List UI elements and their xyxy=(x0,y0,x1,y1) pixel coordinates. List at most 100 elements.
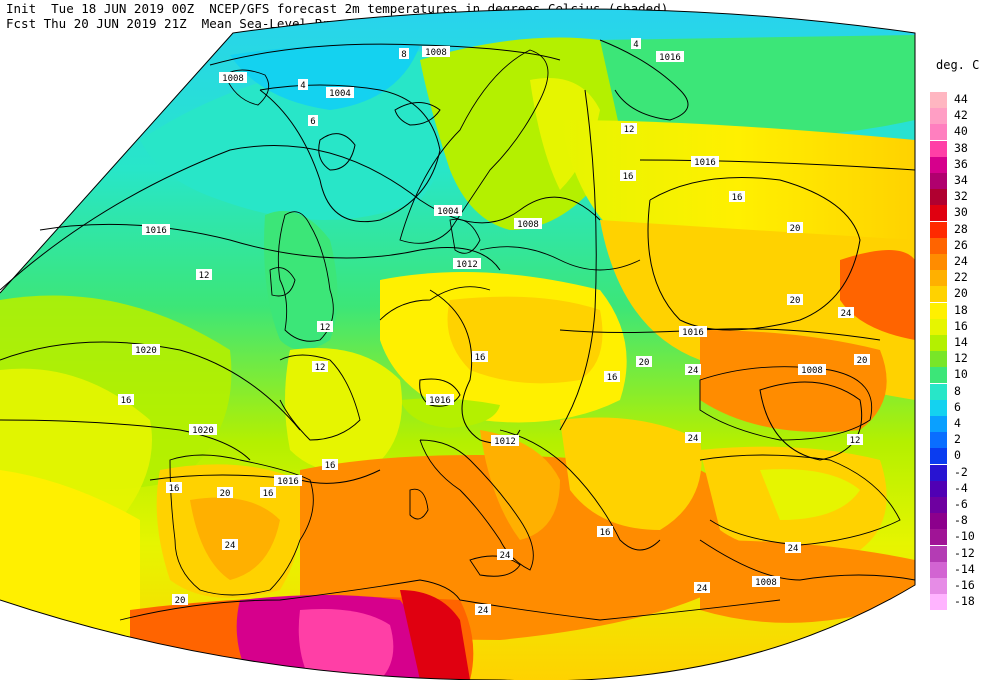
isobar-label-bg xyxy=(691,156,719,167)
isobar-label: 1012 xyxy=(456,260,478,270)
legend-swatch xyxy=(930,254,947,270)
legend-swatch xyxy=(930,286,947,303)
temperature-label: 12 xyxy=(199,271,210,281)
legend-swatch xyxy=(930,513,947,530)
isobar-label: 1016 xyxy=(145,226,167,236)
temperature-label-bg xyxy=(597,526,613,537)
isobar-label: 1008 xyxy=(425,48,447,58)
legend-label: -4 xyxy=(954,480,968,495)
legend-swatch xyxy=(930,140,947,157)
temperature-label: 16 xyxy=(263,489,274,499)
legend-swatch xyxy=(930,270,947,287)
isobar-label: 1016 xyxy=(659,53,681,63)
legend-label: -6 xyxy=(954,497,968,511)
temperature-label-bg xyxy=(621,123,637,134)
legend-swatch xyxy=(930,367,947,384)
legend-swatch xyxy=(930,108,947,125)
isobar-label-bg xyxy=(426,394,454,405)
temperature-label: 16 xyxy=(169,484,180,494)
temperature-label: 16 xyxy=(732,193,743,203)
legend-label: 34 xyxy=(954,173,968,187)
isobar-label: 1016 xyxy=(277,477,299,487)
temperature-label-bg xyxy=(604,371,620,382)
isobar-label: 1004 xyxy=(329,89,351,99)
legend-swatch xyxy=(930,448,947,465)
legend-label: 8 xyxy=(954,383,961,398)
isobar-label: 1008 xyxy=(517,220,539,230)
isobar-label-bg xyxy=(142,224,170,235)
isobar-label: 1008 xyxy=(755,578,777,588)
legend-swatch xyxy=(930,594,947,611)
legend-label: 4 xyxy=(954,416,961,430)
temperature-label-bg xyxy=(308,115,318,126)
coastlines xyxy=(119,49,901,621)
legend-label: -18 xyxy=(954,594,975,609)
legend-swatch xyxy=(930,416,947,432)
legend-swatch xyxy=(930,545,947,562)
domain-border xyxy=(0,8,916,680)
legend-swatch xyxy=(930,578,947,594)
temperature-label: 24 xyxy=(225,541,236,551)
temperature-label-bg xyxy=(475,604,491,615)
temperature-label: 16 xyxy=(600,528,611,538)
legend-swatch xyxy=(930,529,947,546)
temperature-label: 20 xyxy=(220,489,231,499)
temperature-label: 4 xyxy=(633,40,638,50)
temperature-label: 24 xyxy=(478,606,489,616)
temperature-label-bg xyxy=(787,222,803,233)
isobar-label-bg xyxy=(274,475,302,486)
temperature-label-bg xyxy=(847,434,863,445)
temperature-label: 8 xyxy=(401,50,406,60)
temperature-label: 24 xyxy=(788,544,799,554)
temperature-label-bg xyxy=(399,48,409,59)
legend-swatch xyxy=(930,351,947,368)
legend-swatch xyxy=(930,399,947,416)
temperature-label-bg xyxy=(217,487,233,498)
temperature-label-bg xyxy=(631,38,641,49)
temperature-labels: 8 4 4 6 12 16 16 12 12 16 12 16 20 24 16 20 24 16 12 20 16 16… xyxy=(118,38,870,616)
legend-label: -2 xyxy=(954,464,968,479)
legend-swatch xyxy=(930,189,947,206)
temperature-label: 24 xyxy=(688,366,699,376)
temperature-label: 12 xyxy=(850,436,861,446)
legend-label: 26 xyxy=(954,237,968,252)
legend-label: 14 xyxy=(954,335,968,349)
isobar-label: 1016 xyxy=(682,328,704,338)
isobar-label: 1012 xyxy=(494,437,516,447)
isobar-label-bg xyxy=(422,46,450,57)
legend-label: 6 xyxy=(954,399,961,414)
isobar-label-bg xyxy=(798,364,826,375)
legend-label: 44 xyxy=(954,92,968,106)
temperature-label-bg xyxy=(222,539,238,550)
isobar-label-bg xyxy=(219,72,247,83)
temperature-label-bg xyxy=(636,356,652,367)
temperature-label: 20 xyxy=(175,596,186,606)
legend-swatch xyxy=(930,205,947,222)
isobar-label-bg xyxy=(434,205,462,216)
legend-label: -16 xyxy=(954,578,975,592)
temperature-label: 24 xyxy=(688,434,699,444)
temperature-label: 24 xyxy=(841,309,852,319)
legend-label: 24 xyxy=(954,254,968,268)
legend-title: deg. C xyxy=(936,58,980,72)
temperature-label-bg xyxy=(854,354,870,365)
legend-swatch xyxy=(930,173,947,189)
temperature-label: 6 xyxy=(310,117,315,127)
legend-swatch xyxy=(930,497,947,513)
temperature-label-bg xyxy=(118,394,134,405)
legend-swatch xyxy=(930,124,947,141)
isobar-label: 1016 xyxy=(694,158,716,168)
legend-label: 42 xyxy=(954,108,968,123)
legend-label: 16 xyxy=(954,318,968,333)
legend-swatch xyxy=(930,432,947,449)
isobar-labels: 1008 1016 1004 1008 1016 1016 1004 1008 1012 1020… xyxy=(132,46,826,588)
temperature-label: 24 xyxy=(500,551,511,561)
isobar-label: 1020 xyxy=(192,426,214,436)
temperature-label-bg xyxy=(497,549,513,560)
legend-label: 0 xyxy=(954,448,961,463)
legend-label: 20 xyxy=(954,286,968,301)
legend-label: -10 xyxy=(954,529,975,544)
isobar-label-bg xyxy=(752,576,780,587)
isobar-label-bg xyxy=(679,326,707,337)
isobar-label-bg xyxy=(132,344,160,355)
